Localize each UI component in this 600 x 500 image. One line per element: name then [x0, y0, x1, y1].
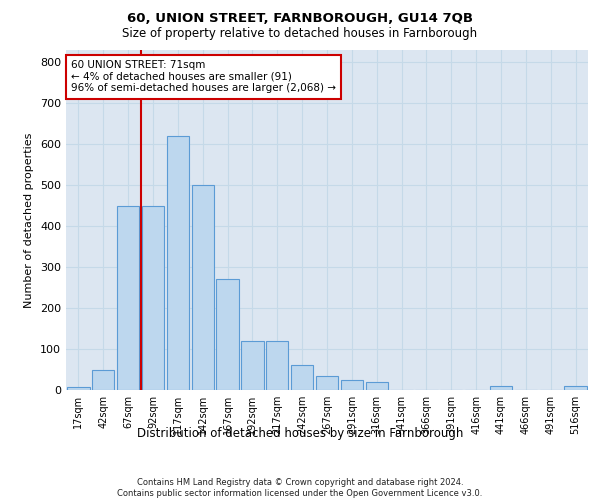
Bar [291, 366, 313, 390]
Bar [266, 341, 289, 390]
Y-axis label: Number of detached properties: Number of detached properties [25, 132, 34, 308]
Bar [341, 380, 363, 390]
Bar [191, 185, 214, 390]
Bar [490, 386, 512, 390]
Bar [365, 382, 388, 390]
Text: 60 UNION STREET: 71sqm
← 4% of detached houses are smaller (91)
96% of semi-deta: 60 UNION STREET: 71sqm ← 4% of detached … [71, 60, 336, 94]
Bar [92, 370, 115, 390]
Bar [241, 341, 263, 390]
Bar [167, 136, 189, 390]
Bar [217, 280, 239, 390]
Bar [565, 386, 587, 390]
Text: Distribution of detached houses by size in Farnborough: Distribution of detached houses by size … [137, 428, 463, 440]
Bar [316, 376, 338, 390]
Text: Size of property relative to detached houses in Farnborough: Size of property relative to detached ho… [122, 28, 478, 40]
Text: 60, UNION STREET, FARNBOROUGH, GU14 7QB: 60, UNION STREET, FARNBOROUGH, GU14 7QB [127, 12, 473, 26]
Text: Contains HM Land Registry data © Crown copyright and database right 2024.
Contai: Contains HM Land Registry data © Crown c… [118, 478, 482, 498]
Bar [117, 206, 139, 390]
Bar [142, 206, 164, 390]
Bar [67, 386, 89, 390]
